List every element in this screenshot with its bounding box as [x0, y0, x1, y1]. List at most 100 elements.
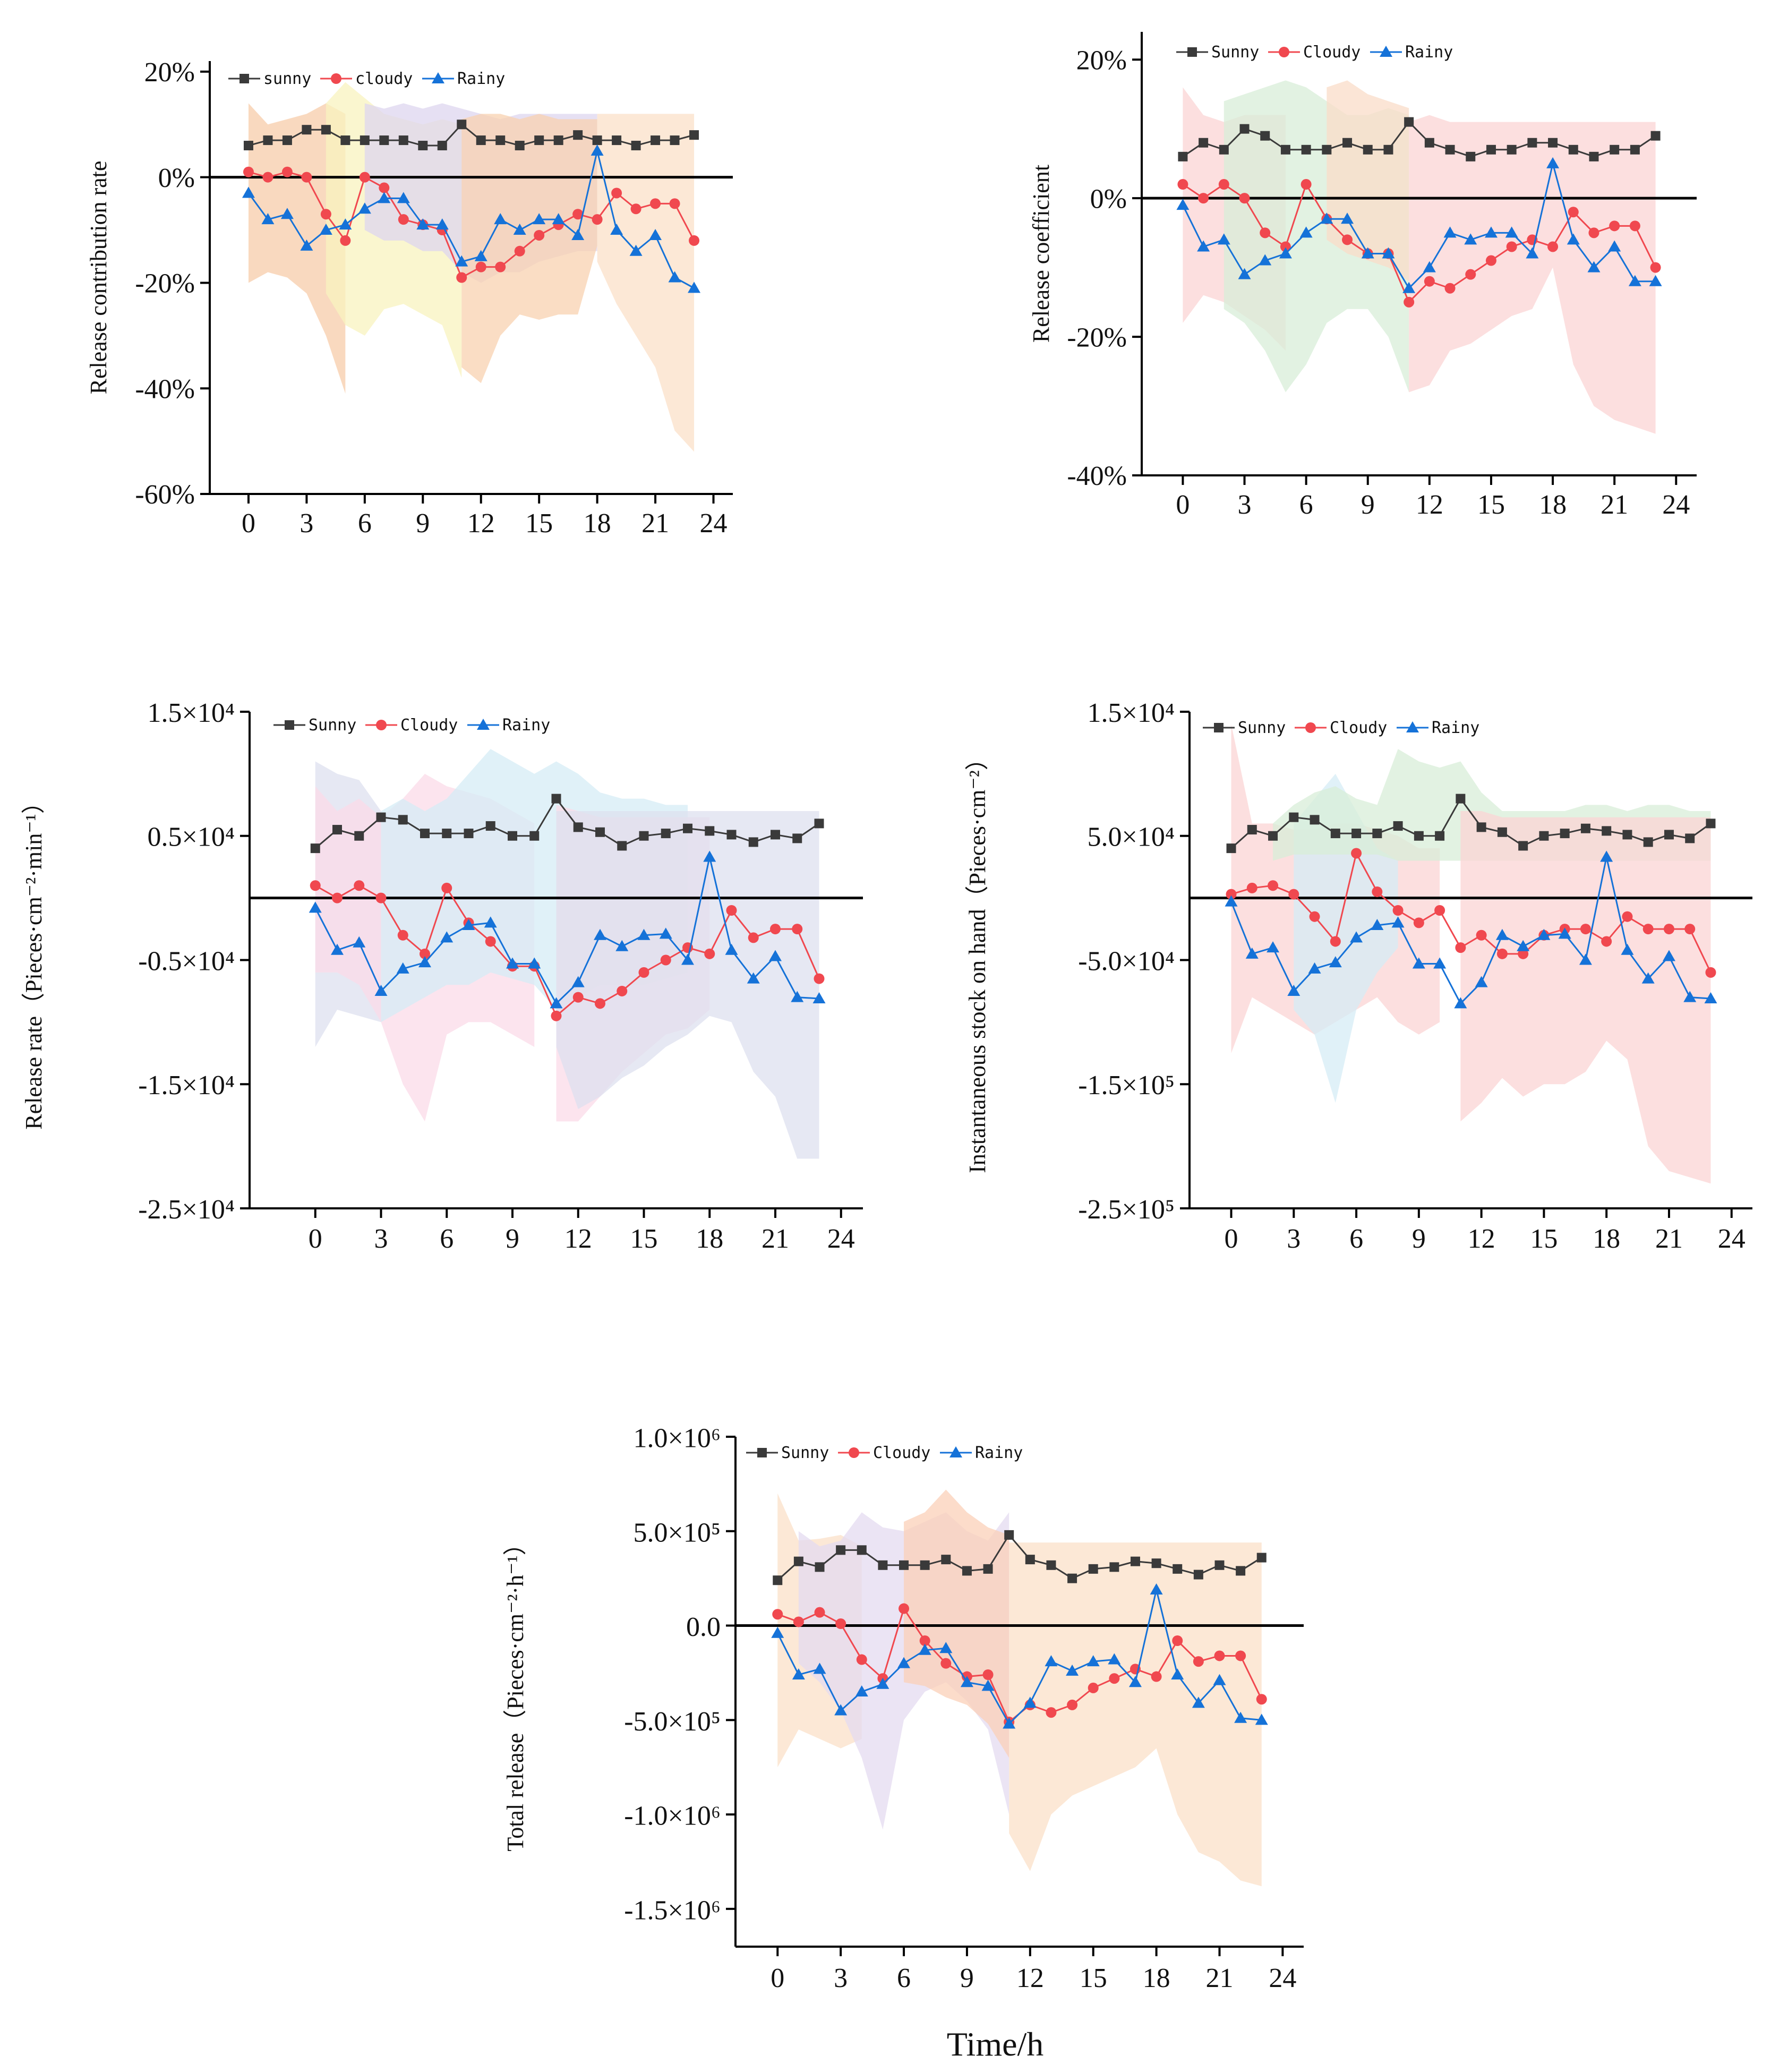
panel-total-release: 1.0×10⁶ 5.0×10⁵ 0.0 -5.0×10⁵ -1.0×10⁶ -1.5×10…: [502, 1423, 1304, 1993]
x-tick-label: 6: [358, 508, 372, 539]
data-point-sunny: [1539, 831, 1549, 841]
x-tick-label: 12: [1468, 1224, 1495, 1254]
data-point-sunny: [1214, 1560, 1225, 1570]
legend-label: Rainy: [457, 70, 505, 88]
data-point-cloudy: [1288, 889, 1299, 900]
data-point-rainy: [1234, 1711, 1247, 1723]
data-point-sunny: [457, 120, 467, 130]
x-tick-label: 3: [300, 508, 313, 539]
data-point-sunny: [553, 135, 563, 146]
data-point-sunny: [814, 818, 824, 829]
y-axis-title: Release contribution rate: [85, 161, 112, 395]
data-point-rainy: [659, 927, 672, 939]
data-point-sunny: [1486, 144, 1496, 155]
data-point-rainy: [1176, 199, 1190, 210]
data-point-rainy: [1649, 275, 1662, 286]
legend: Sunny Cloudy Rainy: [746, 1444, 1023, 1462]
legend-marker: [949, 1446, 962, 1457]
data-point-rainy: [1475, 976, 1488, 987]
data-point-sunny: [683, 823, 692, 833]
y-tick-label: 20%: [1076, 45, 1127, 75]
legend-marker: [432, 72, 444, 83]
data-point-cloudy: [611, 187, 622, 199]
data-point-sunny: [793, 1556, 803, 1566]
y-tick-label: -5.0×10⁴: [1078, 946, 1175, 976]
data-point-rainy: [1225, 895, 1238, 907]
data-point-sunny: [1518, 841, 1528, 851]
data-point-rainy: [747, 972, 760, 984]
data-point-rainy: [1308, 962, 1321, 974]
data-point-rainy: [1287, 984, 1301, 996]
data-point-sunny: [1372, 829, 1382, 839]
y-tick-label: 5.0×10⁴: [1088, 822, 1175, 852]
data-point-sunny: [1456, 794, 1466, 804]
data-point-cloudy: [856, 1654, 867, 1665]
data-point-rainy: [960, 1676, 973, 1687]
error-band-1: [1294, 773, 1398, 1103]
data-point-cloudy: [770, 924, 781, 935]
data-point-cloudy: [1151, 1671, 1162, 1682]
data-point-rainy: [1267, 941, 1280, 953]
data-point-cloudy: [1067, 1699, 1078, 1710]
y-tick-label: -60%: [135, 480, 195, 510]
data-point-sunny: [243, 141, 253, 151]
data-point-sunny: [573, 822, 583, 832]
data-point-cloudy: [1455, 942, 1466, 953]
data-point-sunny: [1548, 138, 1558, 148]
legend: Sunny Cloudy Rainy: [1176, 43, 1453, 62]
data-point-sunny: [1236, 1566, 1246, 1576]
legend-label: Rainy: [1405, 43, 1453, 62]
data-point-sunny: [1088, 1564, 1098, 1574]
data-point-cloudy: [899, 1603, 910, 1614]
data-point-sunny: [1560, 829, 1570, 839]
data-point-cloudy: [1642, 924, 1654, 935]
x-tick-label: 9: [1361, 490, 1375, 520]
data-point-sunny: [983, 1564, 993, 1574]
data-point-cloudy: [793, 1616, 804, 1627]
data-point-sunny: [332, 825, 342, 835]
legend-marker: [239, 74, 249, 83]
x-tick-label: 6: [897, 1963, 911, 1993]
data-point-sunny: [376, 812, 386, 822]
legend: sunny cloudy Rainy: [228, 70, 505, 88]
data-point-rainy: [1192, 1696, 1205, 1708]
data-point-sunny: [771, 830, 780, 840]
data-point-rainy: [1171, 1668, 1184, 1679]
data-point-cloudy: [1218, 179, 1229, 190]
data-point-rainy: [1279, 247, 1292, 259]
data-point-sunny: [1404, 117, 1414, 127]
data-point-rainy: [396, 962, 409, 974]
legend-label: Cloudy: [1330, 719, 1387, 737]
data-point-cloudy: [1485, 255, 1496, 266]
data-point-sunny: [1610, 144, 1620, 155]
data-point-rainy: [1464, 233, 1477, 245]
x-tick-label: 18: [1593, 1224, 1620, 1254]
data-point-rainy: [629, 244, 643, 256]
data-point-sunny: [508, 831, 517, 841]
data-point-sunny: [1239, 124, 1250, 134]
data-point-sunny: [1151, 1558, 1161, 1568]
legend: Sunny Cloudy Rainy: [1203, 719, 1479, 737]
data-point-cloudy: [1260, 227, 1271, 238]
data-point-rainy: [353, 936, 366, 948]
data-point-cloudy: [814, 1607, 825, 1618]
data-point-sunny: [651, 135, 661, 146]
y-tick-label: -40%: [1067, 461, 1127, 491]
x-tick-label: 9: [960, 1963, 974, 1993]
data-point-sunny: [1650, 131, 1661, 141]
data-point-sunny: [1067, 1573, 1077, 1583]
data-point-sunny: [1435, 831, 1445, 841]
data-point-rainy: [1299, 226, 1313, 238]
data-point-sunny: [1046, 1560, 1056, 1570]
data-point-sunny: [899, 1560, 909, 1570]
data-point-sunny: [1568, 144, 1578, 155]
data-point-rainy: [455, 255, 468, 267]
panel-release-contribution-rate: 20% 0% -20% -40% -60% 0 3 6 9 12 15 18 21 24 Release c…: [85, 57, 733, 539]
data-point-rainy: [610, 224, 623, 235]
x-tick-label: 9: [416, 508, 430, 539]
panel-instantaneous-stock: 1.5×10⁴ 5.0×10⁴ -5.0×10⁴ -1.5×10⁵ -2.5×10⁵ 0 3…: [964, 698, 1752, 1254]
data-point-rainy: [550, 997, 563, 1009]
x-tick-label: 3: [374, 1224, 388, 1254]
data-point-cloudy: [441, 882, 452, 893]
y-tick-label: -20%: [1067, 322, 1127, 353]
